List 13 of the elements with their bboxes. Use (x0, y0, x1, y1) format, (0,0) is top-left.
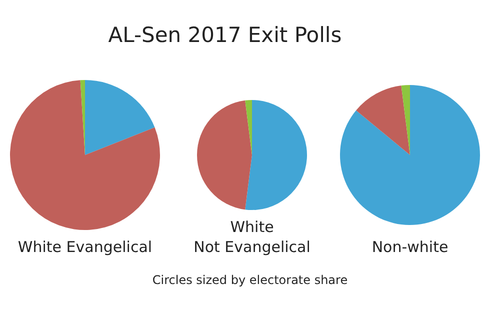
pie-slice (85, 80, 155, 155)
pie-slice (401, 85, 410, 155)
text: White Not Evangelical (194, 218, 310, 256)
pie-slice (10, 80, 160, 230)
pie-slice (197, 100, 252, 210)
text: White Evangelical (18, 238, 152, 256)
pie-slice (245, 100, 252, 155)
pie-slice (356, 86, 410, 155)
pie-slice (340, 85, 480, 225)
pie-slice (245, 100, 307, 210)
text: AL-Sen 2017 Exit Polls (108, 23, 342, 47)
text: Circles sized by electorate share (152, 273, 348, 287)
text: Non-white (372, 238, 448, 256)
